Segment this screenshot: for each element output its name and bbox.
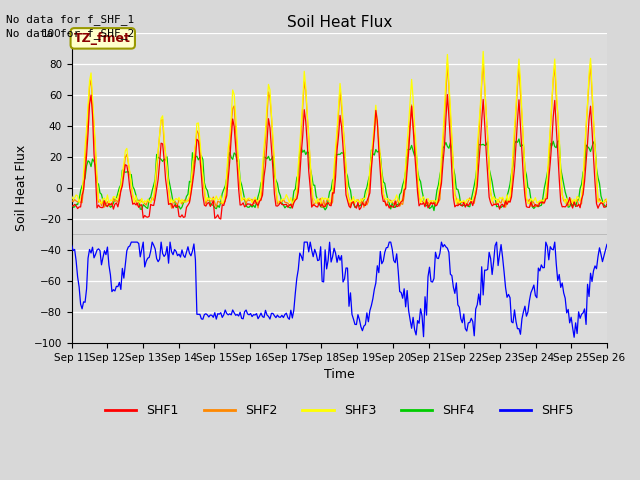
Legend: SHF1, SHF2, SHF3, SHF4, SHF5: SHF1, SHF2, SHF3, SHF4, SHF5 bbox=[100, 399, 579, 422]
Text: No data for f_SHF_1: No data for f_SHF_1 bbox=[6, 13, 134, 24]
X-axis label: Time: Time bbox=[324, 368, 355, 381]
Title: Soil Heat Flux: Soil Heat Flux bbox=[287, 15, 392, 30]
Text: TZ_fmet: TZ_fmet bbox=[74, 32, 131, 45]
Text: No data for f_SHF_2: No data for f_SHF_2 bbox=[6, 28, 134, 39]
Y-axis label: Soil Heat Flux: Soil Heat Flux bbox=[15, 144, 28, 231]
